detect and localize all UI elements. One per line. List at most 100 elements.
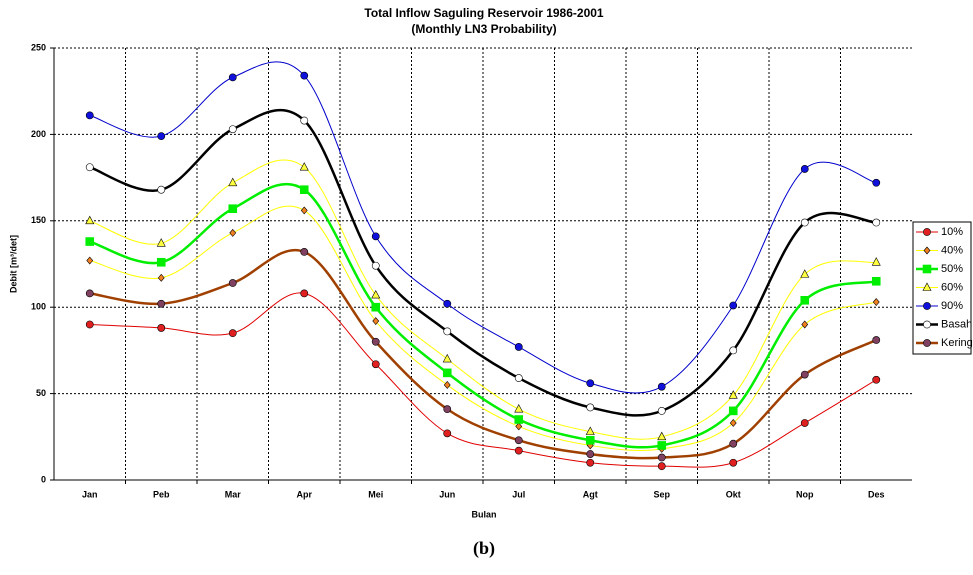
marker xyxy=(371,232,380,241)
chart-subtitle: (Monthly LN3 Probability) xyxy=(411,22,556,36)
marker xyxy=(729,301,738,310)
marker xyxy=(800,295,810,305)
marker xyxy=(514,415,524,424)
marker xyxy=(586,458,595,467)
marker xyxy=(800,218,809,227)
legend-label: 60% xyxy=(941,281,963,293)
x-tick-label: Jul xyxy=(512,489,525,499)
x-axis-label: Bulan xyxy=(471,509,496,519)
marker xyxy=(299,185,309,194)
marker xyxy=(729,346,738,355)
x-tick-label: Mar xyxy=(225,489,242,499)
marker xyxy=(157,273,165,282)
marker xyxy=(800,165,809,173)
x-tick-label: Okt xyxy=(726,489,741,499)
legend-label: 90% xyxy=(941,300,963,312)
marker xyxy=(800,419,809,427)
marker xyxy=(872,178,881,187)
y-tick-label: 250 xyxy=(31,42,46,52)
marker xyxy=(585,426,595,435)
marker xyxy=(157,132,166,141)
marker xyxy=(514,404,524,413)
legend-marker xyxy=(923,228,931,236)
marker xyxy=(228,279,237,287)
marker xyxy=(872,298,880,306)
marker xyxy=(657,406,666,415)
y-axis-label: Debit [m³/det] xyxy=(8,235,18,293)
marker xyxy=(657,431,667,441)
chart-title: Total Inflow Saguling Reservoir 1986-200… xyxy=(364,6,604,20)
marker xyxy=(300,71,309,80)
x-tick-label: Mei xyxy=(368,489,383,499)
marker xyxy=(156,257,166,267)
x-tick-label: Des xyxy=(868,489,885,499)
marker xyxy=(300,206,308,215)
legend-label: Basah xyxy=(941,318,972,330)
marker xyxy=(85,163,94,172)
marker xyxy=(443,380,451,389)
marker xyxy=(657,382,666,391)
marker xyxy=(443,429,452,438)
x-tick-label: Apr xyxy=(297,489,313,499)
marker xyxy=(228,204,238,214)
marker xyxy=(85,215,95,225)
marker xyxy=(157,299,166,308)
marker xyxy=(657,453,666,462)
marker xyxy=(371,302,381,312)
x-tick-label: Sep xyxy=(653,489,670,499)
marker xyxy=(300,116,309,125)
marker xyxy=(85,111,94,120)
marker xyxy=(586,379,595,388)
marker xyxy=(801,320,809,329)
marker xyxy=(515,422,523,431)
caption: (b) xyxy=(473,538,495,559)
marker xyxy=(728,390,738,399)
marker xyxy=(514,374,523,382)
x-tick-label: Jan xyxy=(82,489,98,499)
marker xyxy=(514,446,523,455)
marker xyxy=(728,406,738,416)
marker xyxy=(657,441,667,450)
legend-label: Kering xyxy=(941,337,973,349)
x-tick-label: Peb xyxy=(153,489,170,499)
legend-marker xyxy=(923,339,931,347)
marker xyxy=(371,337,380,346)
marker xyxy=(871,276,881,286)
marker xyxy=(300,248,309,256)
marker xyxy=(85,289,94,298)
marker xyxy=(586,403,595,412)
legend-label: 10% xyxy=(941,226,963,238)
x-tick-label: Jun xyxy=(439,489,455,499)
y-tick-label: 50 xyxy=(36,388,46,398)
x-tick-label: Agt xyxy=(583,489,598,499)
marker xyxy=(157,185,166,194)
marker xyxy=(729,458,738,467)
marker xyxy=(372,317,380,325)
marker xyxy=(729,419,737,427)
legend-marker xyxy=(922,282,932,291)
marker xyxy=(442,353,452,363)
series-line xyxy=(89,182,877,449)
marker xyxy=(800,269,810,278)
legend-marker xyxy=(923,246,931,255)
y-tick-label: 150 xyxy=(31,215,46,225)
legend-marker xyxy=(923,320,931,329)
marker xyxy=(228,125,237,134)
marker xyxy=(657,462,666,471)
marker xyxy=(442,368,452,378)
marker xyxy=(871,257,881,266)
marker xyxy=(228,329,237,338)
marker xyxy=(872,336,881,344)
marker xyxy=(371,289,381,299)
marker xyxy=(443,299,452,308)
marker xyxy=(371,360,380,369)
marker xyxy=(300,289,309,298)
marker xyxy=(585,435,595,445)
marker xyxy=(156,238,166,247)
marker xyxy=(157,324,166,332)
y-tick-label: 0 xyxy=(41,474,46,484)
marker xyxy=(86,256,94,265)
x-tick-label: Nop xyxy=(796,489,814,499)
marker xyxy=(514,436,523,445)
marker xyxy=(228,73,237,82)
